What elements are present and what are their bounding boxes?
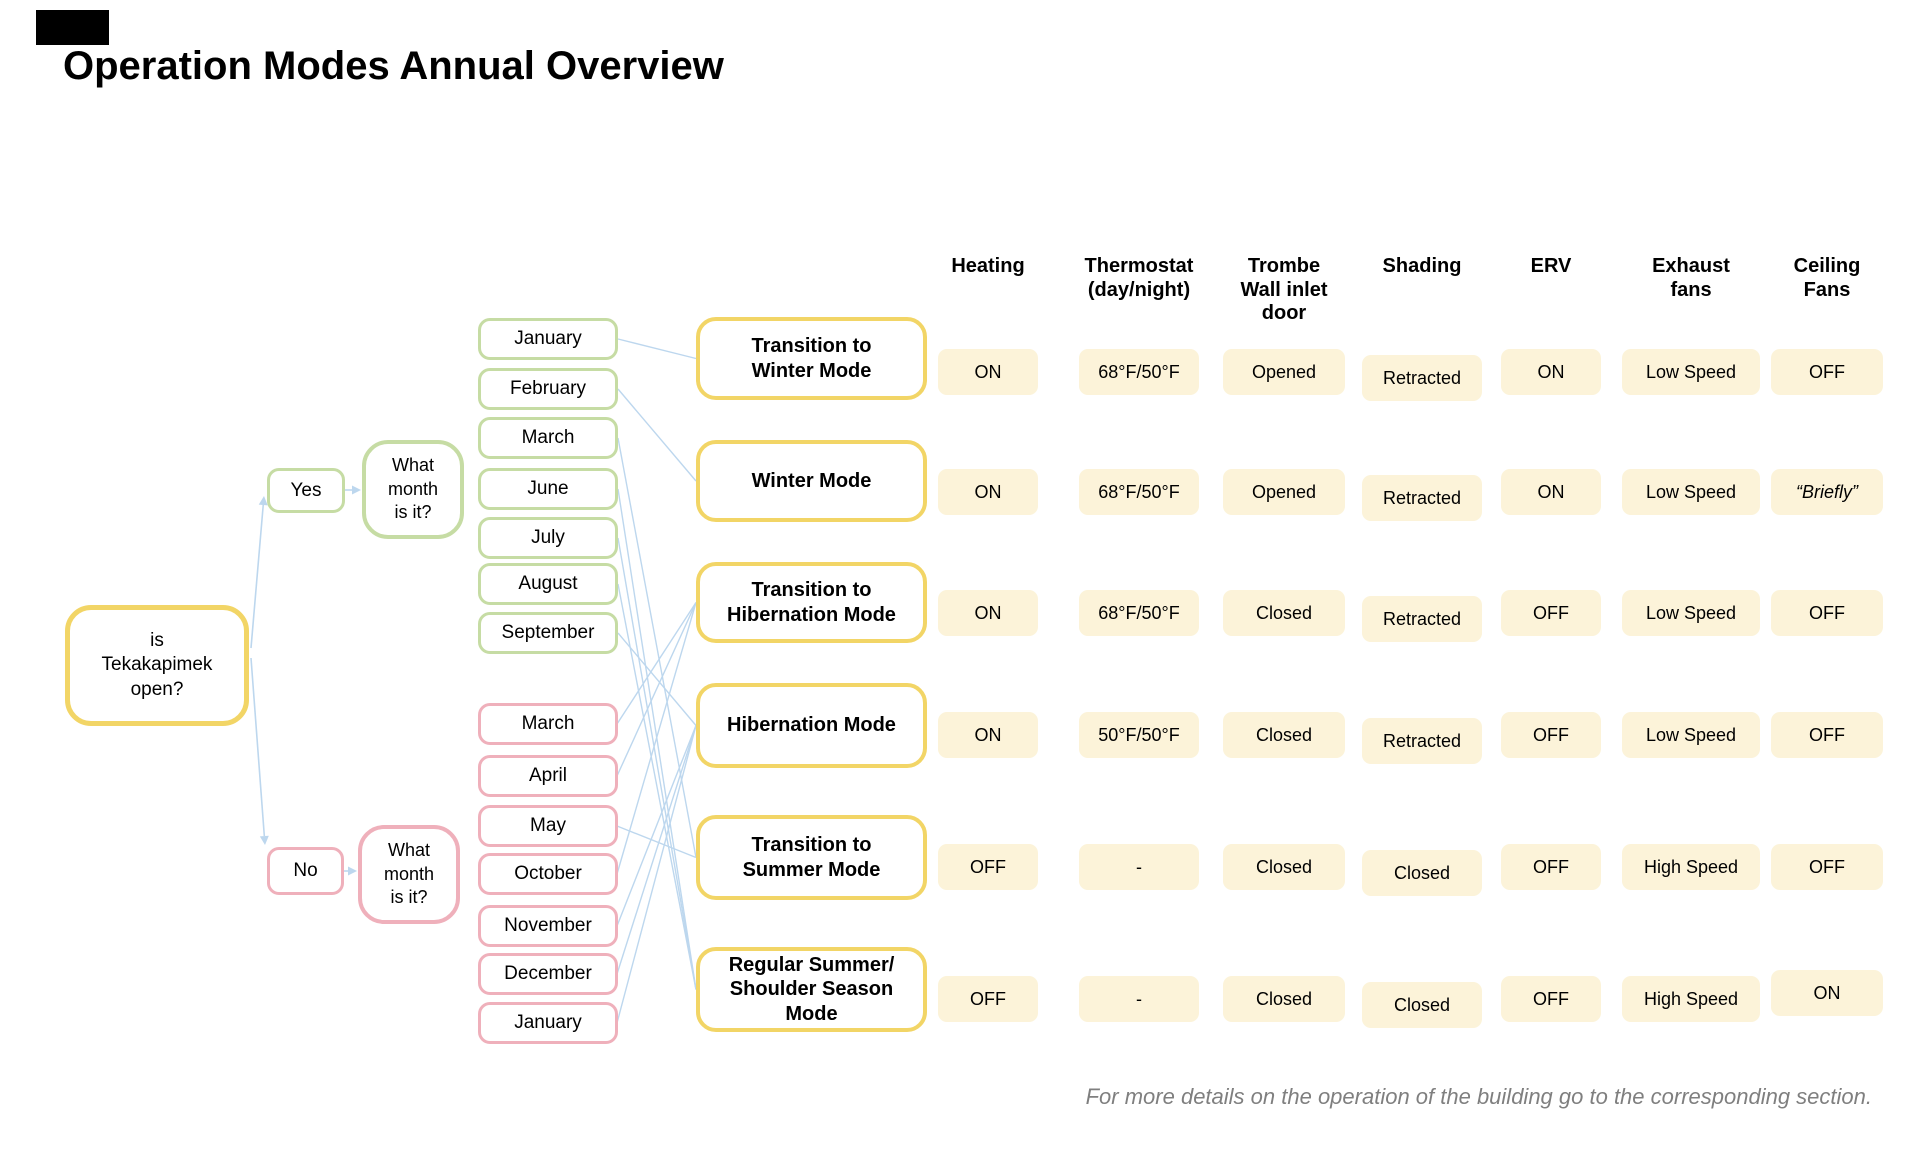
table-cell: Closed bbox=[1223, 844, 1345, 890]
month-box-open: January bbox=[478, 318, 618, 360]
table-cell: ON bbox=[938, 590, 1038, 636]
table-cell: Low Speed bbox=[1622, 590, 1760, 636]
month-box-open: July bbox=[478, 517, 618, 559]
footnote-text: For more details on the operation of the… bbox=[1085, 1084, 1872, 1109]
month-box-open: August bbox=[478, 563, 618, 605]
table-cell: - bbox=[1079, 844, 1199, 890]
table-cell: Low Speed bbox=[1622, 712, 1760, 758]
table-cell: OFF bbox=[1771, 590, 1883, 636]
month-box-open: February bbox=[478, 368, 618, 410]
mode-box: Winter Mode bbox=[696, 440, 927, 522]
column-header: Trombe Wall inlet door bbox=[1240, 255, 1328, 325]
table-cell: OFF bbox=[1771, 844, 1883, 890]
table-cell: “Briefly” bbox=[1771, 469, 1883, 515]
table-cell: OFF bbox=[938, 976, 1038, 1022]
column-header: Ceiling Fans bbox=[1793, 255, 1861, 301]
month-box-open: June bbox=[478, 468, 618, 510]
month-box-closed: May bbox=[478, 805, 618, 847]
column-header: Shading bbox=[1382, 255, 1462, 277]
mode-box: Transition to Winter Mode bbox=[696, 317, 927, 400]
month-box-closed: November bbox=[478, 905, 618, 947]
mode-box: Regular Summer/ Shoulder Season Mode bbox=[696, 947, 927, 1032]
mode-box: Hibernation Mode bbox=[696, 683, 927, 768]
table-cell: Low Speed bbox=[1622, 469, 1760, 515]
month-question-closed-node: What month is it? bbox=[358, 825, 460, 924]
column-header: Thermostat (day/night) bbox=[1084, 255, 1194, 301]
table-cell: - bbox=[1079, 976, 1199, 1022]
table-cell: High Speed bbox=[1622, 844, 1760, 890]
table-cell: ON bbox=[1501, 469, 1601, 515]
decision-root-node: is Tekakapimek open? bbox=[65, 605, 249, 726]
table-cell: 68°F/50°F bbox=[1079, 590, 1199, 636]
table-cell: OFF bbox=[1501, 844, 1601, 890]
column-header: Heating bbox=[951, 255, 1025, 277]
month-box-closed: April bbox=[478, 755, 618, 797]
table-cell: High Speed bbox=[1622, 976, 1760, 1022]
month-question-open-node: What month is it? bbox=[362, 440, 464, 539]
table-cell: OFF bbox=[1501, 976, 1601, 1022]
table-cell: Closed bbox=[1362, 982, 1482, 1028]
table-cell: Retracted bbox=[1362, 475, 1482, 521]
table-cell: Retracted bbox=[1362, 596, 1482, 642]
mode-box: Transition to Hibernation Mode bbox=[696, 562, 927, 643]
page-title: Operation Modes Annual Overview bbox=[63, 44, 724, 88]
branch-no-node: No bbox=[267, 847, 344, 895]
month-box-closed: December bbox=[478, 953, 618, 995]
table-cell: 50°F/50°F bbox=[1079, 712, 1199, 758]
table-cell: OFF bbox=[938, 844, 1038, 890]
branch-yes-node: Yes bbox=[267, 468, 345, 513]
table-cell: 68°F/50°F bbox=[1079, 469, 1199, 515]
table-cell: Opened bbox=[1223, 349, 1345, 395]
table-cell: Retracted bbox=[1362, 355, 1482, 401]
table-cell: ON bbox=[1771, 970, 1883, 1016]
table-cell: ON bbox=[938, 712, 1038, 758]
table-cell: OFF bbox=[1771, 712, 1883, 758]
table-cell: ON bbox=[938, 349, 1038, 395]
month-box-closed: March bbox=[478, 703, 618, 745]
table-cell: OFF bbox=[1501, 590, 1601, 636]
month-box-open: March bbox=[478, 417, 618, 459]
month-box-closed: October bbox=[478, 853, 618, 895]
table-cell: OFF bbox=[1501, 712, 1601, 758]
table-cell: Closed bbox=[1223, 590, 1345, 636]
mode-box: Transition to Summer Mode bbox=[696, 815, 927, 900]
table-cell: Closed bbox=[1223, 712, 1345, 758]
corner-mark bbox=[36, 10, 109, 45]
table-cell: ON bbox=[938, 469, 1038, 515]
column-header: ERV bbox=[1530, 255, 1572, 277]
table-cell: 68°F/50°F bbox=[1079, 349, 1199, 395]
table-cell: Closed bbox=[1362, 850, 1482, 896]
month-box-closed: January bbox=[478, 1002, 618, 1044]
month-box-open: September bbox=[478, 612, 618, 654]
table-cell: Low Speed bbox=[1622, 349, 1760, 395]
table-cell: ON bbox=[1501, 349, 1601, 395]
table-cell: Retracted bbox=[1362, 718, 1482, 764]
table-cell: Closed bbox=[1223, 976, 1345, 1022]
table-cell: OFF bbox=[1771, 349, 1883, 395]
table-cell: Opened bbox=[1223, 469, 1345, 515]
column-header: Exhaust fans bbox=[1652, 255, 1730, 301]
